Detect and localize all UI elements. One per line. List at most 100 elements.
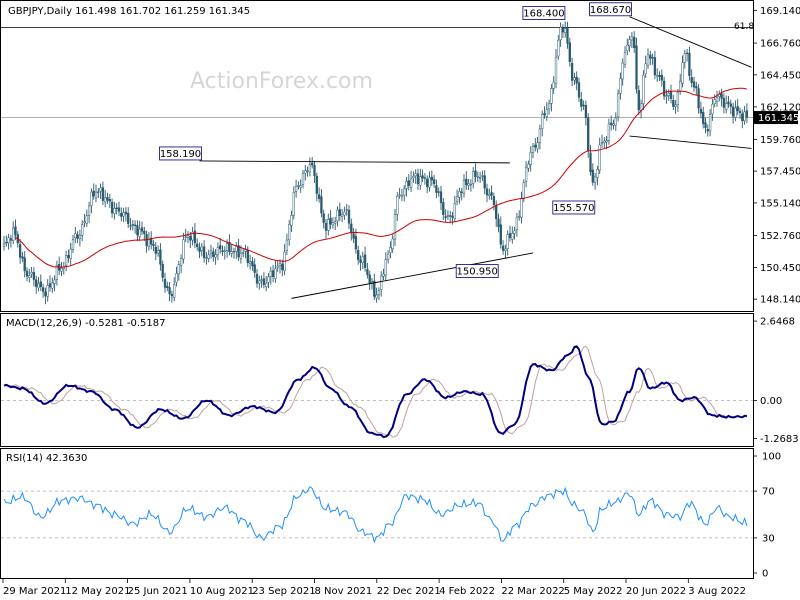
candle [313, 160, 316, 184]
candle [564, 21, 567, 38]
candle [258, 275, 261, 290]
candle-body [711, 104, 714, 115]
candle-body [598, 144, 601, 171]
date-tick-label: 5 May 2022 [564, 586, 623, 597]
candle [561, 24, 565, 39]
candle-body [639, 103, 643, 111]
price-label: 168.670 [589, 2, 632, 17]
candle [205, 251, 208, 265]
candle [400, 188, 404, 202]
candle [455, 189, 459, 206]
price-tick-label: 155.140 [760, 198, 800, 209]
candle [720, 88, 723, 107]
candle-body [265, 282, 268, 287]
candle [5, 235, 8, 247]
candle [403, 185, 406, 202]
candle-body [25, 270, 29, 277]
candle-body [51, 282, 54, 289]
candle [398, 188, 401, 199]
candle-body [561, 27, 565, 33]
candle [462, 174, 466, 198]
candle-body [101, 187, 105, 201]
candle-body [550, 88, 553, 104]
candle [407, 174, 410, 191]
date-tick-label: 29 Mar 2021 [3, 586, 66, 597]
candle-body [637, 90, 640, 111]
candle-body [198, 247, 201, 252]
candle [589, 144, 592, 176]
candle [7, 233, 10, 250]
candle-body [288, 224, 291, 240]
candle-body [85, 215, 88, 224]
price-label: 158.190 [159, 146, 202, 161]
candle [646, 48, 650, 69]
candle [628, 35, 631, 52]
candle [322, 209, 325, 229]
candle [363, 246, 367, 272]
candle [150, 231, 153, 250]
candle [106, 192, 109, 205]
candle [324, 218, 328, 239]
candle [35, 275, 38, 294]
candle [161, 260, 164, 282]
candle-body [559, 26, 562, 41]
candle-body [133, 224, 137, 226]
candle [607, 118, 611, 145]
candle [253, 258, 256, 278]
candle-body [92, 190, 95, 197]
candle-body [469, 183, 473, 186]
candle [159, 243, 162, 271]
candle [596, 165, 599, 186]
price-label-text: 158.190 [160, 149, 201, 160]
candle-body [672, 99, 675, 107]
candle-body [106, 197, 109, 201]
candle [12, 221, 15, 245]
candle-body [163, 278, 167, 288]
candle [25, 267, 29, 282]
candle [501, 240, 505, 255]
candle-body [630, 36, 634, 41]
candle-body [649, 54, 652, 59]
candle-body [674, 104, 677, 107]
candle-body [488, 194, 491, 197]
candle [124, 207, 128, 222]
candle [616, 89, 620, 122]
candle [414, 169, 417, 184]
candle [209, 244, 213, 259]
candle [133, 220, 137, 234]
candle [242, 248, 245, 258]
candle-body [281, 263, 284, 270]
candle [524, 161, 528, 188]
candle [518, 210, 521, 221]
candle-body [55, 265, 59, 280]
candle-body [554, 56, 558, 84]
candle [173, 277, 176, 302]
price-panel-frame [0, 0, 754, 312]
candle-body [248, 261, 252, 264]
candle-body [403, 188, 406, 196]
candle [186, 231, 190, 243]
candle-body [361, 256, 364, 263]
candle [704, 117, 707, 134]
candle-body [462, 180, 466, 194]
candle [642, 70, 645, 111]
candle [573, 72, 576, 85]
candle-body [39, 281, 42, 288]
candle-body [274, 268, 277, 279]
candle [656, 68, 659, 82]
candle [288, 219, 291, 246]
date-tick-label: 10 Aug 2021 [190, 586, 254, 597]
candle-body [244, 249, 247, 252]
candle [248, 254, 252, 270]
candle-body [7, 237, 10, 243]
candle-body [564, 28, 567, 33]
candle [409, 170, 413, 192]
candle [101, 181, 105, 206]
current-price-box [754, 111, 798, 125]
date-tick-label: 25 Jun 2021 [128, 586, 188, 597]
candle [741, 109, 744, 129]
candle-body [449, 215, 452, 217]
candle-body [458, 191, 461, 198]
candle-body [221, 250, 224, 252]
candle [281, 259, 284, 277]
